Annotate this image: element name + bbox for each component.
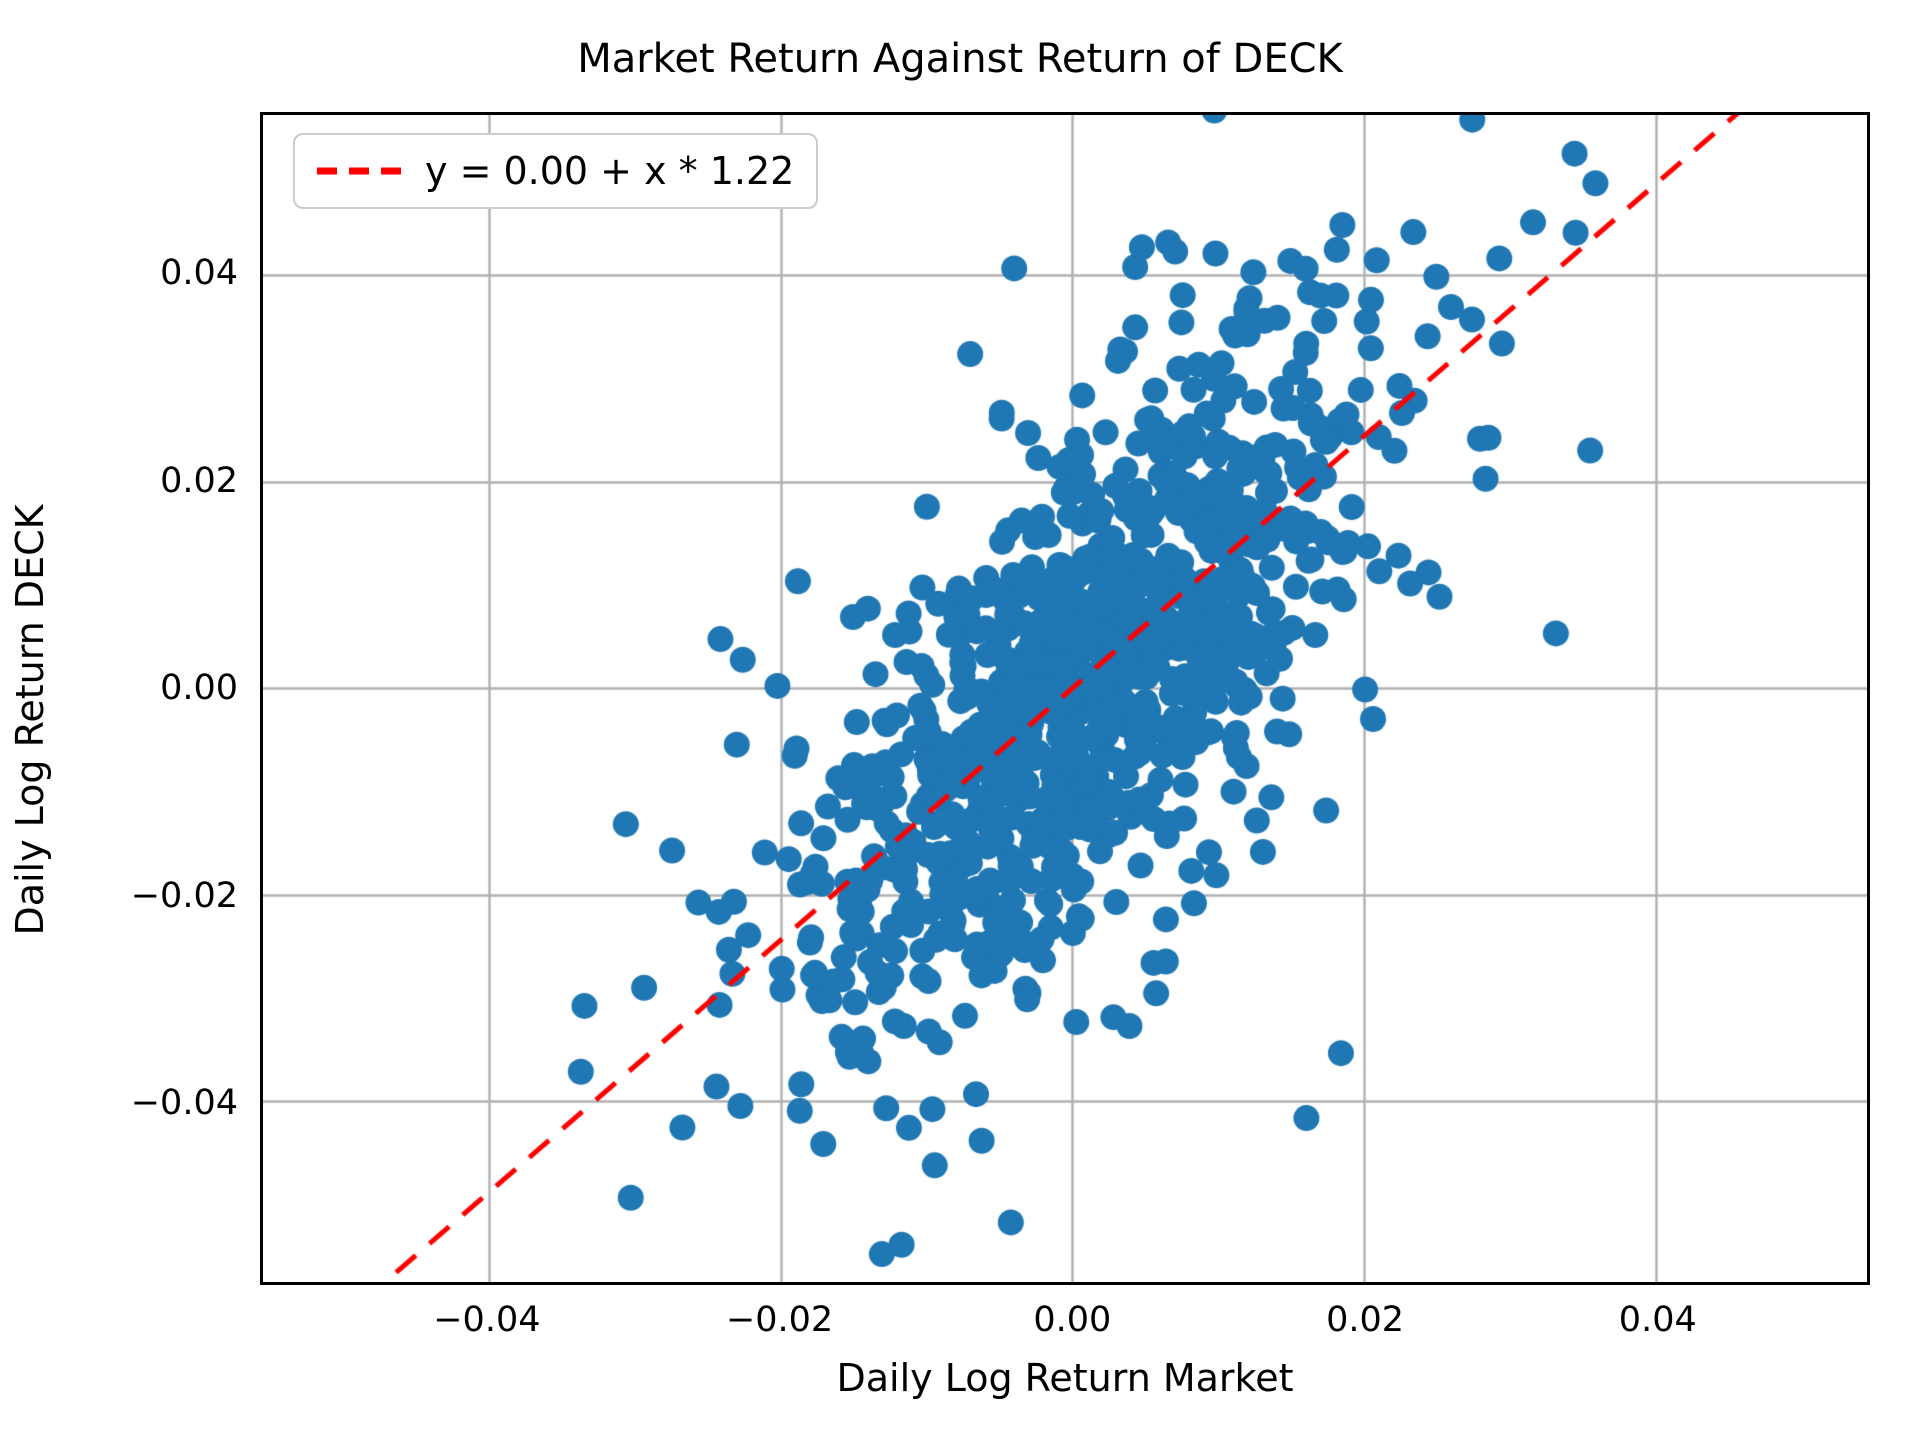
x-tick-label: −0.04 — [433, 1300, 541, 1340]
y-axis-tick-labels: −0.04 −0.02 0.00 0.02 0.04 — [0, 0, 238, 1440]
legend: y = 0.00 + x * 1.22 — [293, 133, 819, 209]
x-tick-label: 0.04 — [1618, 1300, 1697, 1340]
y-tick-label: 0.02 — [160, 460, 238, 501]
x-axis-label: Daily Log Return Market — [836, 1356, 1294, 1400]
x-tick-label: 0.00 — [1033, 1300, 1112, 1340]
plot-area — [260, 112, 1870, 1285]
legend-dashed-line-icon — [317, 167, 401, 175]
page-title: Market Return Against Return of DECK — [577, 36, 1343, 82]
y-tick-label: 0.00 — [160, 668, 238, 709]
scatter-canvas — [263, 115, 1867, 1282]
y-tick-label: 0.04 — [160, 252, 238, 293]
x-tick-label: 0.02 — [1326, 1300, 1404, 1340]
x-tick-label: −0.02 — [725, 1300, 834, 1340]
x-axis-tick-labels: −0.04 −0.02 0.00 0.02 0.04 — [0, 1300, 1920, 1350]
y-tick-label: −0.02 — [130, 875, 238, 916]
y-tick-label: −0.04 — [130, 1083, 238, 1124]
legend-entry-label: y = 0.00 + x * 1.22 — [425, 149, 795, 193]
